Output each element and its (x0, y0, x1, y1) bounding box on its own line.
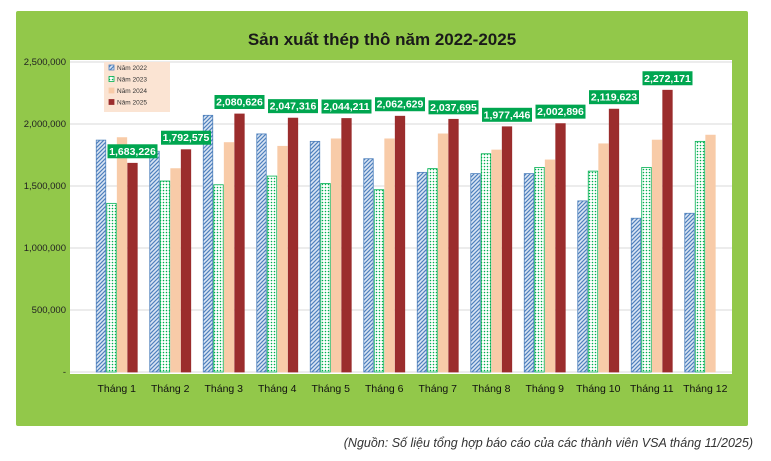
legend-swatch (108, 99, 115, 105)
x-tick-label: Tháng 4 (258, 383, 297, 395)
bar-năm-2023-7 (427, 168, 438, 373)
data-label-box (589, 90, 639, 105)
chart-title: Sản xuất thép thô năm 2022-2025 (247, 30, 517, 49)
data-label-box (214, 95, 265, 110)
bar-năm-2024-2 (170, 168, 181, 373)
data-label-box (321, 99, 372, 114)
bar-năm-2022-2 (149, 150, 160, 373)
legend-swatch (108, 87, 115, 94)
data-label-box (482, 107, 532, 122)
legend-box (104, 62, 170, 112)
x-tick-label: Tháng 9 (525, 383, 564, 395)
bar-năm-2022-8 (470, 173, 481, 373)
bar-năm-2023-8 (480, 153, 492, 373)
x-tick-label: Tháng 11 (630, 383, 674, 395)
bar-năm-2025-4 (287, 117, 299, 373)
x-tick-label: Tháng 12 (683, 383, 728, 395)
bar-năm-2024-10 (598, 143, 609, 373)
bar-năm-2024-3 (223, 142, 235, 373)
legend-entry: Năm 2022 (117, 65, 147, 72)
bar-năm-2025-11 (662, 89, 673, 373)
bar-năm-2025-9 (555, 123, 566, 373)
legend-entry: Năm 2024 (117, 88, 147, 95)
bar-năm-2023-6 (373, 189, 385, 373)
x-tick-label: Tháng 6 (365, 383, 404, 395)
data-label-box (428, 100, 479, 115)
bar-năm-2022-12 (684, 212, 695, 373)
x-tick-label: Tháng 7 (418, 383, 457, 395)
bar-năm-2025-5 (341, 118, 352, 373)
data-label-box (107, 144, 158, 159)
data-label: 2,002,896 (537, 106, 584, 118)
y-tick-label: 1,000,000 (24, 243, 66, 254)
data-label: 2,047,316 (270, 101, 317, 113)
legend-swatch (108, 76, 115, 82)
data-label: 2,080,626 (216, 97, 263, 109)
x-tick-label: Tháng 1 (97, 383, 136, 395)
bar-năm-2025-8 (501, 126, 513, 373)
x-tick-label: Tháng 5 (311, 383, 350, 395)
source-note: (Nguồn: Số liệu tổng hợp báo cáo của các… (343, 436, 753, 450)
bar-năm-2022-5 (309, 140, 321, 373)
y-tick-label: 1,500,000 (24, 181, 66, 192)
data-label: 2,272,171 (644, 73, 691, 85)
bar-năm-2025-1 (127, 162, 138, 373)
y-tick-label: - (63, 367, 66, 378)
bar-năm-2022-7 (416, 171, 428, 373)
x-tick-label: Tháng 10 (576, 383, 621, 395)
data-label: 2,037,695 (430, 102, 477, 114)
bar-năm-2023-1 (106, 202, 117, 373)
legend-entry: Năm 2025 (117, 100, 147, 107)
data-label-box (161, 130, 211, 145)
data-label: 2,044,211 (323, 101, 369, 113)
data-label-box (375, 97, 425, 112)
bar-năm-2024-12 (705, 134, 716, 373)
x-tick-label: Tháng 2 (151, 383, 190, 395)
bar-năm-2022-9 (523, 173, 535, 373)
bar-năm-2025-2 (180, 149, 192, 373)
data-label: 1,792,575 (163, 132, 210, 144)
data-label: 2,062,629 (377, 99, 424, 111)
bar-năm-2025-6 (394, 115, 406, 373)
data-label: 2,119,623 (591, 92, 637, 104)
bar-năm-2022-3 (202, 114, 214, 373)
bar-năm-2024-11 (651, 139, 663, 373)
bar-năm-2025-3 (234, 113, 245, 373)
y-tick-label: 500,000 (32, 305, 66, 316)
bar-năm-2024-9 (544, 159, 556, 373)
bar-năm-2023-3 (213, 184, 224, 373)
data-label-box (535, 104, 586, 119)
y-tick-label: 2,500,000 (24, 57, 66, 68)
bar-năm-2023-5 (320, 183, 331, 373)
bar-năm-2025-10 (608, 108, 620, 373)
bar-năm-2023-10 (587, 170, 599, 373)
bar-năm-2023-4 (266, 175, 278, 373)
bar-năm-2023-11 (641, 166, 652, 373)
bar-năm-2022-10 (577, 200, 588, 373)
data-label: 1,683,226 (109, 146, 156, 158)
bar-năm-2023-12 (694, 140, 706, 373)
bar-năm-2024-7 (437, 133, 449, 373)
bar-năm-2022-6 (363, 158, 374, 373)
y-tick-label: 2,000,000 (24, 119, 66, 130)
x-tick-label: Tháng 8 (472, 383, 511, 395)
bar-năm-2022-11 (630, 217, 642, 373)
bar-năm-2024-5 (330, 138, 342, 373)
data-label: 1,977,446 (484, 109, 531, 121)
bar-năm-2024-1 (116, 137, 128, 373)
x-tick-label: Tháng 3 (204, 383, 243, 395)
bar-năm-2025-7 (448, 118, 459, 373)
bar-năm-2023-2 (159, 180, 171, 373)
bar-năm-2024-6 (384, 138, 395, 373)
bar-năm-2022-4 (256, 133, 267, 373)
legend-swatch (108, 64, 115, 71)
bar-năm-2024-8 (491, 149, 502, 373)
bar-năm-2022-1 (95, 139, 107, 373)
legend-entry: Năm 2023 (117, 77, 147, 84)
bar-năm-2023-9 (534, 166, 545, 373)
data-label-box (642, 71, 693, 86)
data-label-box (268, 99, 318, 114)
bar-năm-2024-4 (277, 145, 288, 373)
